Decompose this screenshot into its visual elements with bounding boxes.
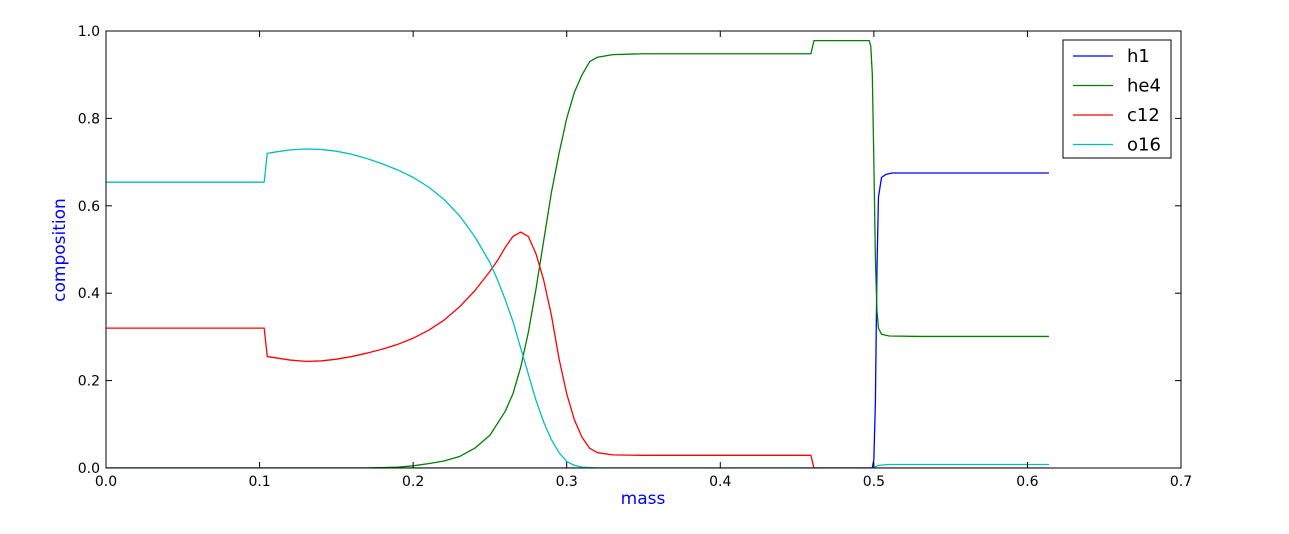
legend-frame [1062, 39, 1172, 159]
x-tick-label: 0.0 [95, 474, 117, 490]
y-tick-label: 0.4 [78, 286, 100, 302]
x-tick-label: 0.2 [402, 474, 424, 490]
x-tick-label: 0.1 [248, 474, 270, 490]
y-tick-label: 0.2 [78, 374, 100, 390]
x-axis-label: mass [621, 489, 666, 509]
series-line-h1 [106, 172, 1049, 468]
y-tick-label: 0.8 [78, 111, 100, 127]
series-line-he4 [106, 39, 1049, 468]
legend: h1 he4 c12 o16 [1062, 39, 1172, 159]
legend-label-he4: he4 [1127, 76, 1161, 97]
x-tick-label: 0.6 [1016, 474, 1038, 490]
y-tick-label: 0.0 [78, 461, 100, 477]
x-tick-label: 0.5 [863, 474, 885, 490]
legend-label-o16: o16 [1127, 135, 1161, 156]
plot-area [106, 31, 1181, 468]
legend-label-h1: h1 [1127, 46, 1150, 67]
x-tick-label: 0.3 [556, 474, 578, 490]
series-line-c12 [106, 231, 1049, 468]
series-line-o16 [106, 148, 1049, 468]
x-tick-label: 0.7 [1170, 474, 1192, 490]
legend-label-c12: c12 [1127, 105, 1160, 126]
y-tick-label: 0.6 [78, 199, 100, 215]
plot-frame [105, 30, 1182, 469]
y-axis-label: composition [50, 198, 70, 302]
y-tick-label: 1.0 [78, 24, 100, 40]
x-tick-label: 0.4 [709, 474, 731, 490]
